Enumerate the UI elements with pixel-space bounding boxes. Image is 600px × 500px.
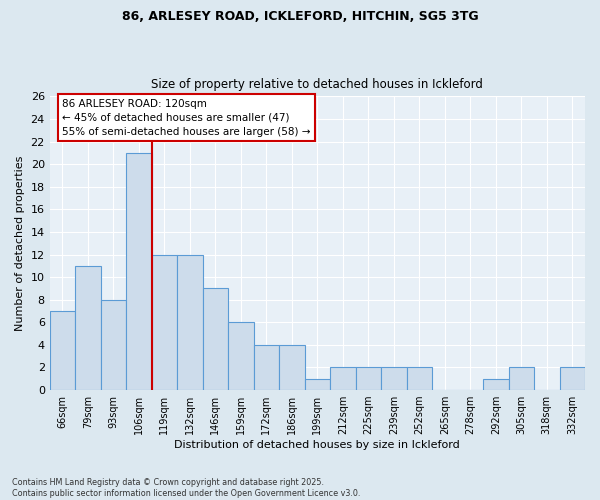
Bar (203, 288, 228, 390)
Bar (177, 254, 203, 390)
Text: 86, ARLESEY ROAD, ICKLEFORD, HITCHIN, SG5 3TG: 86, ARLESEY ROAD, ICKLEFORD, HITCHIN, SG… (122, 10, 478, 23)
Bar (101, 300, 126, 390)
Bar (152, 254, 177, 390)
X-axis label: Distribution of detached houses by size in Ickleford: Distribution of detached houses by size … (175, 440, 460, 450)
Bar (407, 368, 432, 390)
Bar (356, 368, 381, 390)
Bar (75, 266, 101, 390)
Text: 86 ARLESEY ROAD: 120sqm
← 45% of detached houses are smaller (47)
55% of semi-de: 86 ARLESEY ROAD: 120sqm ← 45% of detache… (62, 98, 311, 136)
Bar (509, 368, 534, 390)
Bar (126, 153, 152, 390)
Bar (228, 322, 254, 390)
Bar (560, 368, 585, 390)
Bar (330, 368, 356, 390)
Bar (50, 311, 75, 390)
Text: Contains HM Land Registry data © Crown copyright and database right 2025.
Contai: Contains HM Land Registry data © Crown c… (12, 478, 361, 498)
Y-axis label: Number of detached properties: Number of detached properties (15, 156, 25, 331)
Title: Size of property relative to detached houses in Ickleford: Size of property relative to detached ho… (151, 78, 483, 91)
Bar (381, 368, 407, 390)
Bar (279, 345, 305, 390)
Bar (305, 379, 330, 390)
Bar (254, 345, 279, 390)
Bar (483, 379, 509, 390)
